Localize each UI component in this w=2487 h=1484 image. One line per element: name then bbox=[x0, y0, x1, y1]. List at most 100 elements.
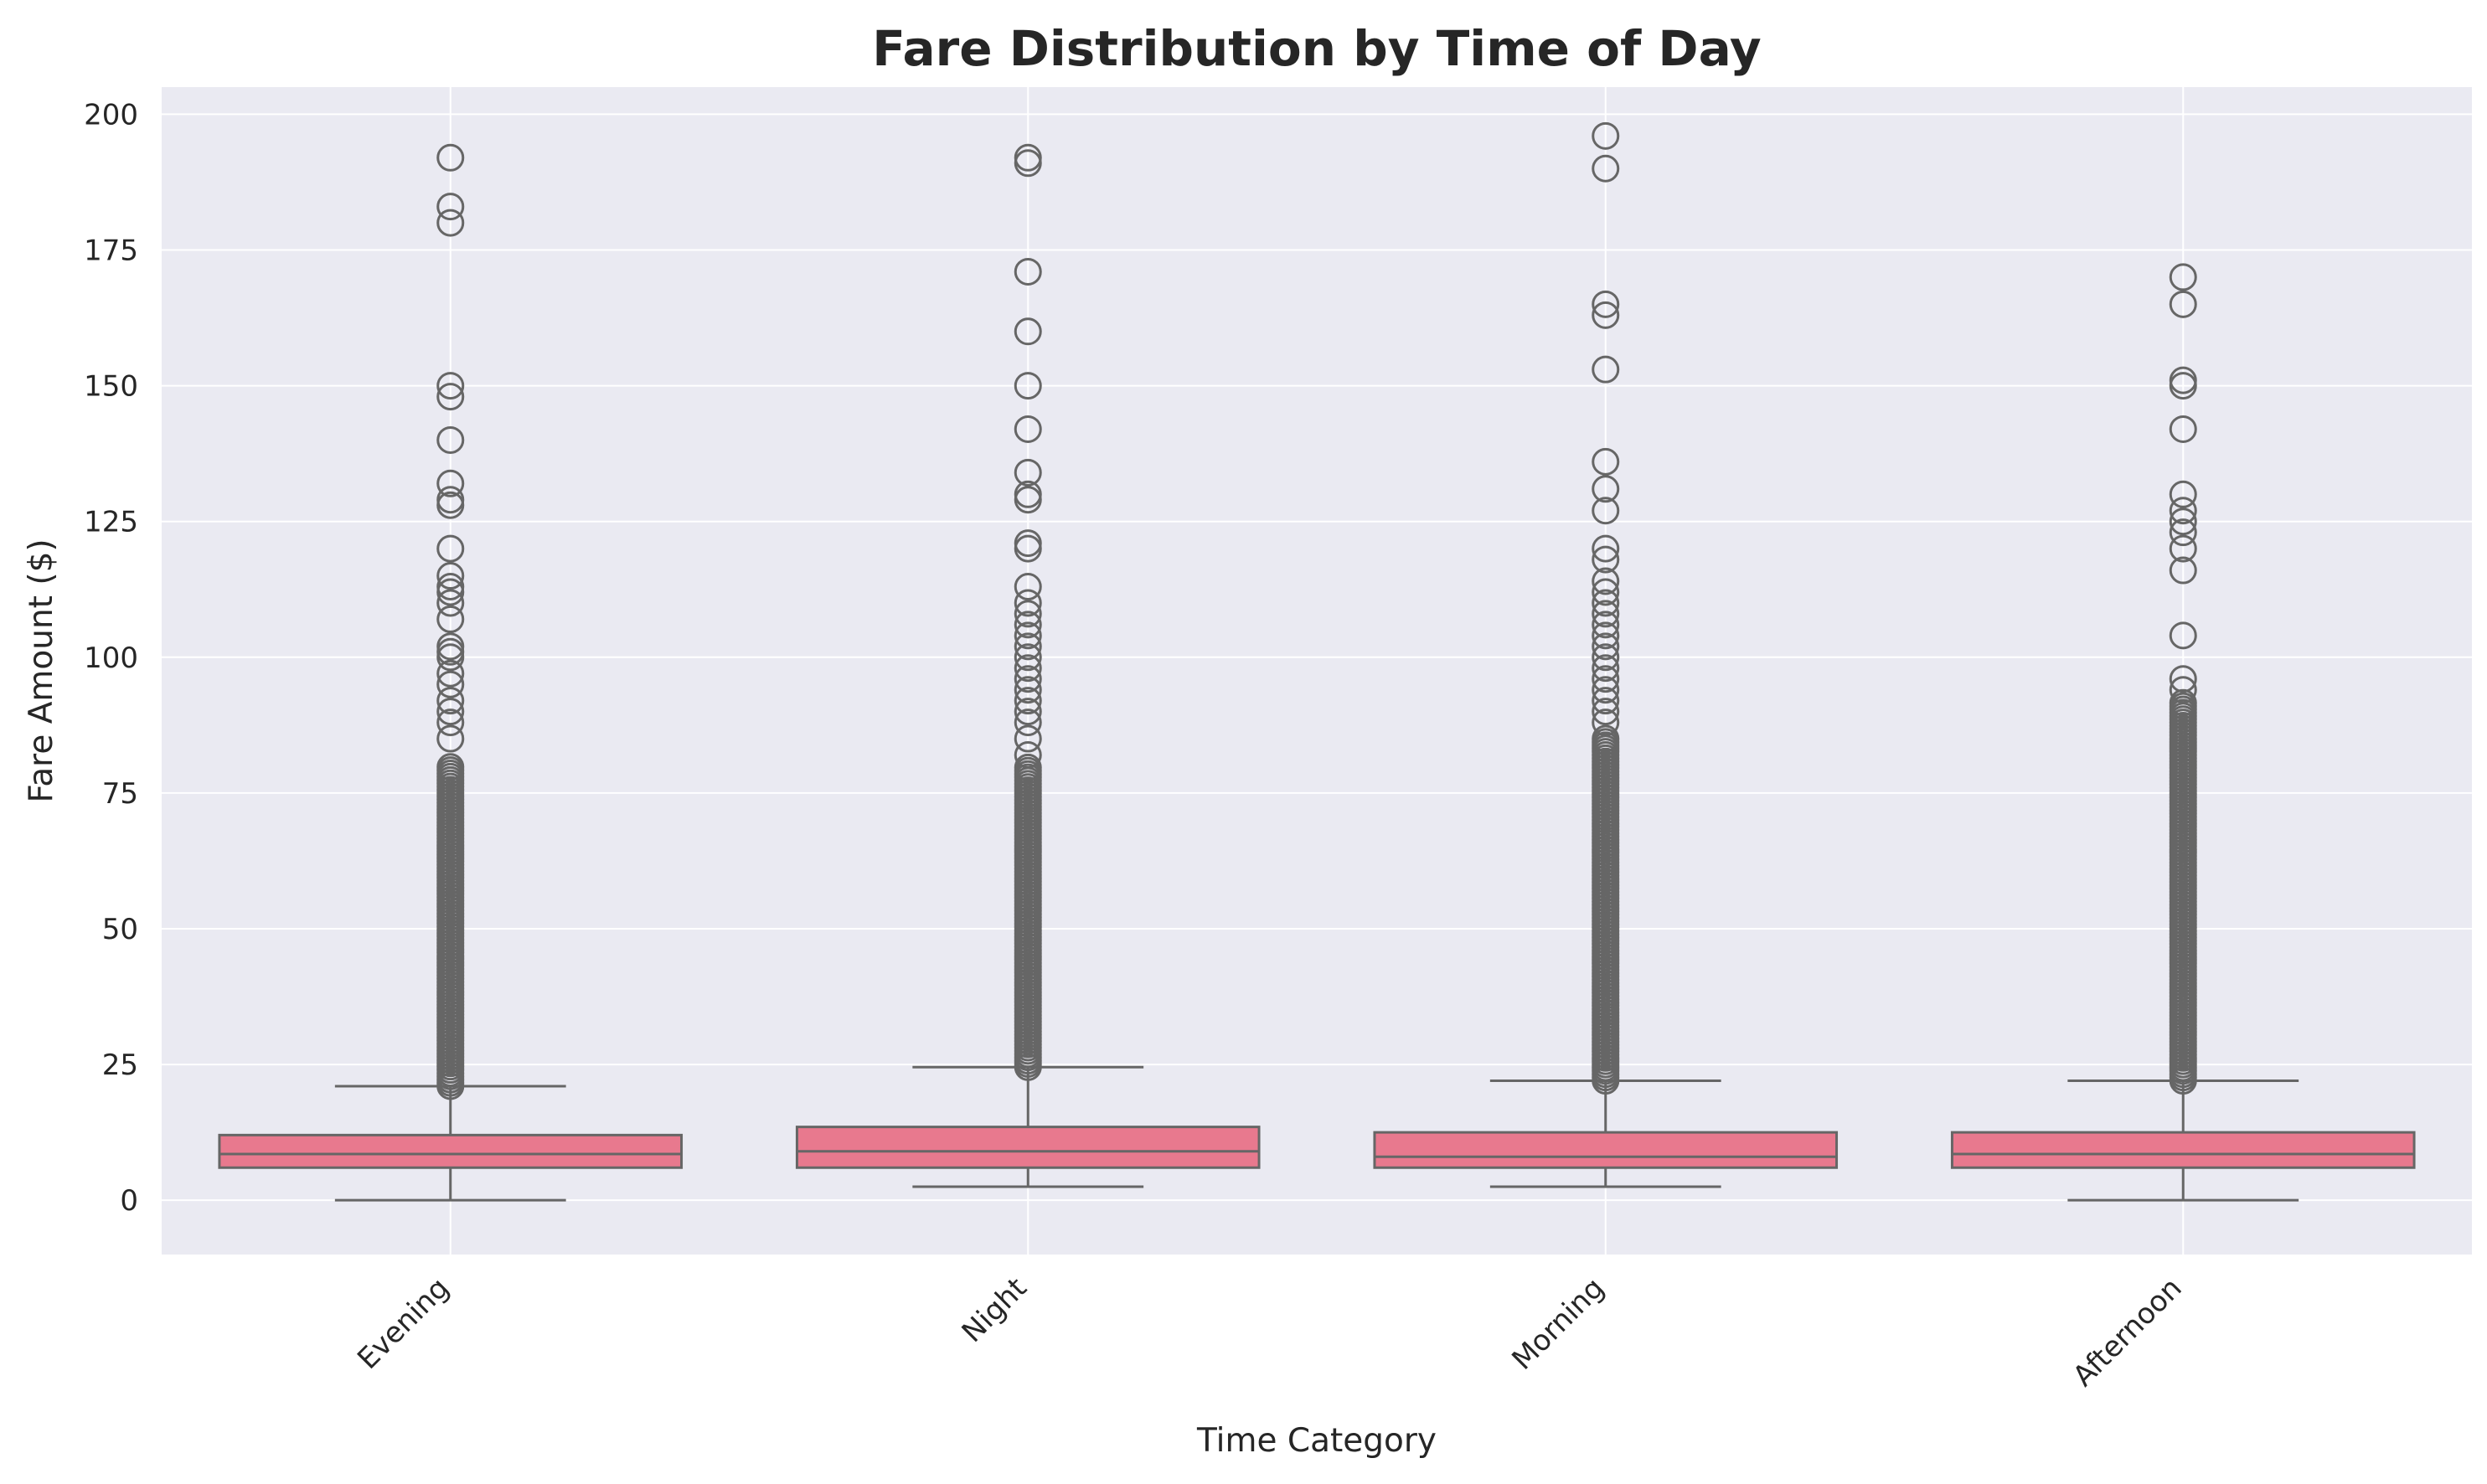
outlier-point bbox=[436, 372, 465, 400]
y-tick-label: 50 bbox=[102, 913, 138, 946]
outlier-point bbox=[1014, 458, 1042, 487]
outlier-point bbox=[436, 709, 465, 737]
outlier-point bbox=[1592, 290, 1620, 318]
y-tick-label: 150 bbox=[84, 370, 138, 404]
y-tick-label: 200 bbox=[84, 98, 138, 131]
x-axis-label: Time Category bbox=[1196, 1422, 1437, 1460]
iqr-box bbox=[1373, 1131, 1839, 1169]
y-tick-label: 125 bbox=[84, 506, 138, 539]
y-tick-label: 175 bbox=[84, 234, 138, 268]
iqr-box bbox=[218, 1133, 684, 1169]
y-axis-ticks: 0 25 50 75 100 125 150 175 200 bbox=[84, 98, 138, 1218]
x-tick-label: Afternoon bbox=[2066, 1271, 2188, 1393]
box-series bbox=[218, 121, 2416, 1202]
outlier-point bbox=[1592, 301, 1620, 329]
outlier-point bbox=[1014, 589, 1042, 617]
outlier-point bbox=[1592, 654, 1620, 683]
outlier-point bbox=[1592, 687, 1620, 715]
outlier-point bbox=[436, 573, 465, 601]
y-tick-label: 0 bbox=[120, 1184, 138, 1218]
outlier-point bbox=[2169, 508, 2197, 536]
outlier-point bbox=[1592, 534, 1620, 563]
y-tick-label: 75 bbox=[102, 777, 138, 811]
outlier-point bbox=[1014, 654, 1042, 683]
x-tick-label: Evening bbox=[351, 1271, 456, 1376]
outlier-point bbox=[1014, 480, 1042, 508]
outlier-point bbox=[436, 632, 465, 661]
outlier-point bbox=[436, 724, 465, 753]
y-tick-label: 25 bbox=[102, 1049, 138, 1082]
box-group-morning bbox=[1373, 121, 1839, 1188]
outlier-point bbox=[1014, 257, 1042, 286]
outlier-point bbox=[2169, 480, 2197, 508]
outlier-point bbox=[1592, 621, 1620, 650]
outlier-point bbox=[1592, 632, 1620, 661]
outlier-point bbox=[2169, 518, 2197, 547]
y-tick-label: 100 bbox=[84, 642, 138, 675]
outlier-point bbox=[1592, 121, 1620, 150]
box-group-night bbox=[795, 143, 1261, 1188]
outlier-point bbox=[1592, 698, 1620, 726]
outlier-point bbox=[436, 687, 465, 715]
outlier-point bbox=[2169, 621, 2197, 650]
outlier-point bbox=[2169, 415, 2197, 443]
iqr-box bbox=[795, 1126, 1261, 1169]
outlier-point bbox=[1592, 611, 1620, 639]
outlier-point bbox=[2169, 263, 2197, 291]
outlier-point bbox=[2169, 676, 2197, 704]
outlier-point bbox=[436, 698, 465, 726]
outlier-point bbox=[1014, 611, 1042, 639]
outlier-point bbox=[1014, 600, 1042, 628]
outlier-point bbox=[436, 753, 465, 781]
outlier-point bbox=[1014, 317, 1042, 346]
outlier-point bbox=[1014, 372, 1042, 400]
box-group-evening bbox=[218, 143, 684, 1202]
outlier-point bbox=[2169, 665, 2197, 693]
outlier-point bbox=[1014, 643, 1042, 672]
outlier-point bbox=[1592, 355, 1620, 384]
chart-title: Fare Distribution by Time of Day bbox=[872, 20, 1762, 77]
outlier-point bbox=[1592, 643, 1620, 672]
outlier-point bbox=[436, 143, 465, 172]
outlier-point bbox=[1014, 573, 1042, 601]
box-group-afternoon bbox=[1950, 263, 2416, 1202]
outlier-point bbox=[1014, 676, 1042, 704]
outlier-point bbox=[1014, 621, 1042, 650]
outlier-point bbox=[1014, 724, 1042, 753]
x-axis-ticks: Evening Night Morning Afternoon bbox=[351, 1271, 2188, 1393]
outlier-point bbox=[1592, 600, 1620, 628]
outlier-point bbox=[1592, 724, 1620, 753]
outlier-point bbox=[436, 589, 465, 617]
outlier-point bbox=[1592, 709, 1620, 737]
outlier-point bbox=[2169, 497, 2197, 525]
outlier-point bbox=[436, 486, 465, 514]
outlier-point bbox=[1014, 740, 1042, 769]
outlier-point bbox=[1014, 709, 1042, 737]
iqr-box bbox=[1950, 1131, 2416, 1169]
outlier-point bbox=[1014, 632, 1042, 661]
outlier-point bbox=[1014, 529, 1042, 558]
outlier-point bbox=[1014, 753, 1042, 781]
outlier-point bbox=[1014, 415, 1042, 443]
outlier-point bbox=[1592, 578, 1620, 606]
outlier-point bbox=[1014, 698, 1042, 726]
outlier-point bbox=[2169, 534, 2197, 563]
outlier-point bbox=[436, 425, 465, 454]
outlier-point bbox=[436, 605, 465, 633]
outlier-point bbox=[1014, 143, 1042, 172]
outlier-point bbox=[1592, 497, 1620, 525]
outlier-point bbox=[1014, 665, 1042, 693]
outlier-point bbox=[1592, 447, 1620, 476]
outlier-point bbox=[1014, 687, 1042, 715]
plot-area-background bbox=[162, 87, 2472, 1255]
outlier-point bbox=[436, 659, 465, 688]
outlier-point bbox=[436, 534, 465, 563]
outlier-point bbox=[1592, 676, 1620, 704]
outlier-point bbox=[436, 670, 465, 698]
outlier-point bbox=[436, 193, 465, 221]
outlier-point bbox=[436, 209, 465, 237]
x-tick-label: Morning bbox=[1505, 1271, 1611, 1377]
outlier-point bbox=[2169, 366, 2197, 394]
outlier-point bbox=[2169, 556, 2197, 585]
